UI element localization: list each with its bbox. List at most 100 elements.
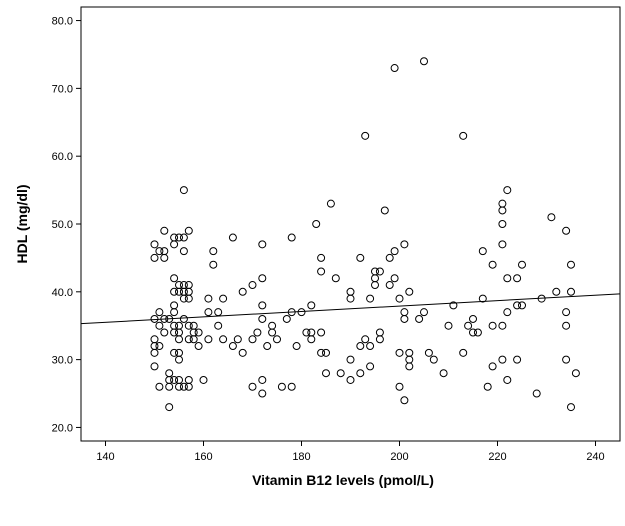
data-point xyxy=(331,274,340,283)
data-point xyxy=(488,362,497,371)
data-point xyxy=(478,294,487,303)
data-point xyxy=(194,342,203,351)
data-point xyxy=(160,253,169,262)
data-point xyxy=(292,342,301,351)
data-point xyxy=(488,321,497,330)
data-point xyxy=(562,355,571,364)
data-point xyxy=(498,240,507,249)
data-point xyxy=(346,355,355,364)
data-point xyxy=(390,274,399,283)
y-tick-label: 60.0 xyxy=(52,151,73,163)
data-point xyxy=(390,247,399,256)
x-tick-label: 220 xyxy=(488,451,506,463)
data-point xyxy=(287,382,296,391)
data-point xyxy=(282,314,291,323)
data-point xyxy=(170,375,179,384)
data-points xyxy=(150,57,580,412)
x-tick-label: 140 xyxy=(96,451,114,463)
data-point xyxy=(469,328,477,337)
data-point xyxy=(219,294,228,303)
data-point xyxy=(170,240,179,249)
data-point xyxy=(513,274,522,283)
data-point xyxy=(356,369,365,378)
x-tick-label: 160 xyxy=(194,451,212,463)
data-point xyxy=(277,382,286,391)
data-point xyxy=(170,328,179,337)
data-point xyxy=(361,335,370,344)
data-point xyxy=(503,186,512,195)
data-point xyxy=(179,233,188,242)
data-point xyxy=(160,226,169,235)
data-point xyxy=(562,226,571,235)
data-point xyxy=(204,335,213,344)
data-point xyxy=(420,57,428,66)
data-point xyxy=(160,328,169,337)
data-point xyxy=(371,281,379,290)
data-point xyxy=(170,287,179,296)
data-point xyxy=(395,348,404,357)
data-point xyxy=(571,369,580,378)
data-point xyxy=(258,389,267,398)
data-point xyxy=(184,321,193,330)
data-point xyxy=(155,342,164,351)
data-point xyxy=(385,281,394,290)
data-point xyxy=(150,253,159,262)
data-point xyxy=(248,281,257,290)
data-point xyxy=(469,314,477,323)
data-point xyxy=(170,274,179,283)
data-point xyxy=(498,321,507,330)
data-point xyxy=(356,342,365,351)
data-point xyxy=(390,64,399,73)
x-tick-label: 240 xyxy=(586,451,604,463)
data-point xyxy=(395,382,404,391)
data-point xyxy=(366,362,375,371)
y-axis-title: HDL (mg/dl) xyxy=(14,184,30,263)
data-point xyxy=(405,362,414,371)
data-point xyxy=(518,301,526,310)
data-point xyxy=(322,348,330,357)
data-point xyxy=(400,396,409,405)
data-point xyxy=(532,389,541,398)
data-point xyxy=(449,301,458,310)
data-point xyxy=(400,240,409,249)
data-point xyxy=(473,328,482,337)
y-axis: 20.0 30.0 40.0 50.0 60.0 70.0 80.0 xyxy=(52,16,81,434)
x-tick-label: 200 xyxy=(390,451,408,463)
data-point xyxy=(459,131,468,140)
data-point xyxy=(317,328,326,337)
data-point xyxy=(175,355,183,364)
data-point xyxy=(179,247,188,256)
data-point xyxy=(204,294,213,303)
data-point xyxy=(184,294,193,303)
data-point xyxy=(175,382,183,391)
y-tick-label: 80.0 xyxy=(52,16,73,28)
data-point xyxy=(189,335,198,344)
data-point xyxy=(395,294,404,303)
x-axis-title: Vitamin B12 levels (pmol/L) xyxy=(252,472,434,488)
data-point xyxy=(209,247,218,256)
y-tick-label: 40.0 xyxy=(52,287,73,299)
data-point xyxy=(307,335,316,344)
data-point xyxy=(429,355,438,364)
data-point xyxy=(175,287,183,296)
data-point xyxy=(155,247,164,256)
data-point xyxy=(513,301,522,310)
data-point xyxy=(214,321,223,330)
data-point xyxy=(238,287,247,296)
data-point xyxy=(424,348,433,357)
data-point xyxy=(179,314,188,323)
x-tick-label: 180 xyxy=(292,451,310,463)
data-point xyxy=(268,328,277,337)
data-point xyxy=(498,355,507,364)
data-point xyxy=(248,382,257,391)
data-point xyxy=(150,240,159,249)
data-point xyxy=(420,308,428,317)
data-point xyxy=(150,362,159,371)
data-point xyxy=(361,131,370,140)
data-point xyxy=(228,233,237,242)
data-point xyxy=(184,382,193,391)
data-point xyxy=(253,328,262,337)
data-point xyxy=(567,403,575,412)
y-tick-label: 30.0 xyxy=(52,355,73,367)
